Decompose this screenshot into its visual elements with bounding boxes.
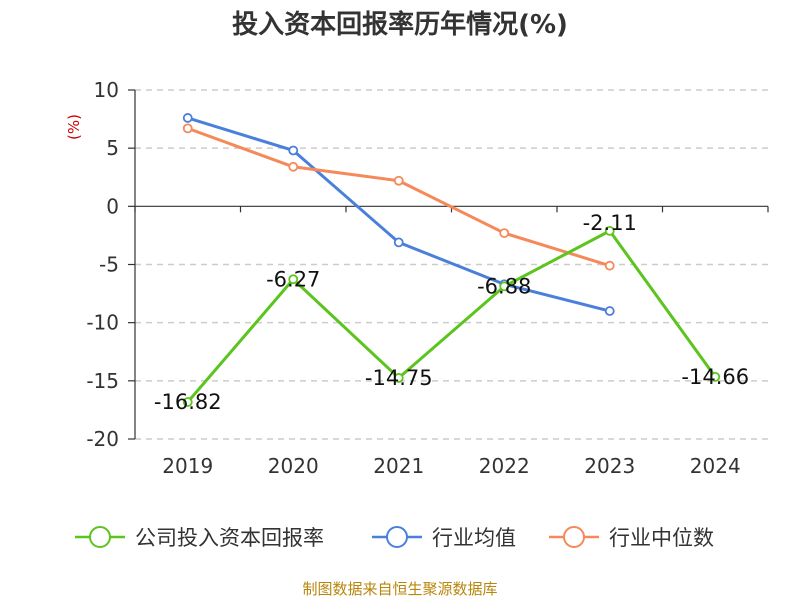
y-tick-label: 5 <box>106 136 119 160</box>
series-line <box>186 229 717 403</box>
data-point <box>604 306 615 316</box>
legend-label: 公司投入资本回报率 <box>135 526 324 550</box>
y-tick-label: 10 <box>94 78 119 102</box>
y-tick-label: 0 <box>106 194 119 218</box>
y-tick-label: -10 <box>86 311 119 335</box>
y-tick-label: -15 <box>86 369 119 393</box>
x-tick-label: 2019 <box>162 454 213 478</box>
data-label: -14.75 <box>365 366 433 390</box>
data-label: -16.82 <box>154 390 222 414</box>
x-tick-label: 2023 <box>584 454 635 478</box>
y-axis-label: (%) <box>65 114 83 140</box>
data-point <box>393 237 404 248</box>
axes: 10 5 0 -5 -10 -15 -20 2019 2020 2021 2022 2023 2024 <box>86 78 769 478</box>
data-labels: -16.82 -6.27 -14.75 -6.88 -2.11 -14.66 <box>154 211 749 414</box>
legend-label: 行业均值 <box>432 526 516 550</box>
data-point <box>499 281 510 292</box>
data-point <box>604 225 615 236</box>
data-point <box>182 123 193 134</box>
data-point <box>393 175 404 186</box>
data-label: -2.11 <box>583 211 637 235</box>
data-point <box>499 228 510 238</box>
source-note: 制图数据来自恒生聚源数据库 <box>302 580 497 598</box>
data-label: -6.88 <box>477 274 531 298</box>
data-label: -14.66 <box>681 365 749 389</box>
data-point <box>604 260 615 271</box>
legend-marker <box>89 526 111 548</box>
y-tick-label: -5 <box>99 253 119 277</box>
data-point <box>288 274 299 285</box>
x-tick-label: 2022 <box>479 454 530 478</box>
legend: 公司投入资本回报率 行业均值 行业中位数 <box>75 526 714 550</box>
series-lines <box>182 113 721 407</box>
legend-marker <box>386 526 408 548</box>
data-point <box>393 373 404 383</box>
x-tick-label: 2021 <box>373 454 424 478</box>
chart-title: 投入资本回报率历年情况(%) <box>232 9 568 40</box>
legend-marker <box>563 526 585 548</box>
data-point <box>288 145 299 156</box>
legend-label: 行业中位数 <box>609 526 714 550</box>
data-point <box>288 161 299 172</box>
series-line <box>187 116 611 313</box>
x-tick-label: 2024 <box>690 454 741 478</box>
x-tick-label: 2020 <box>268 454 319 478</box>
data-point <box>710 371 721 382</box>
data-point <box>182 113 193 123</box>
y-tick-label: -20 <box>86 427 119 451</box>
data-point <box>182 397 193 407</box>
data-label: -6.27 <box>266 267 320 291</box>
